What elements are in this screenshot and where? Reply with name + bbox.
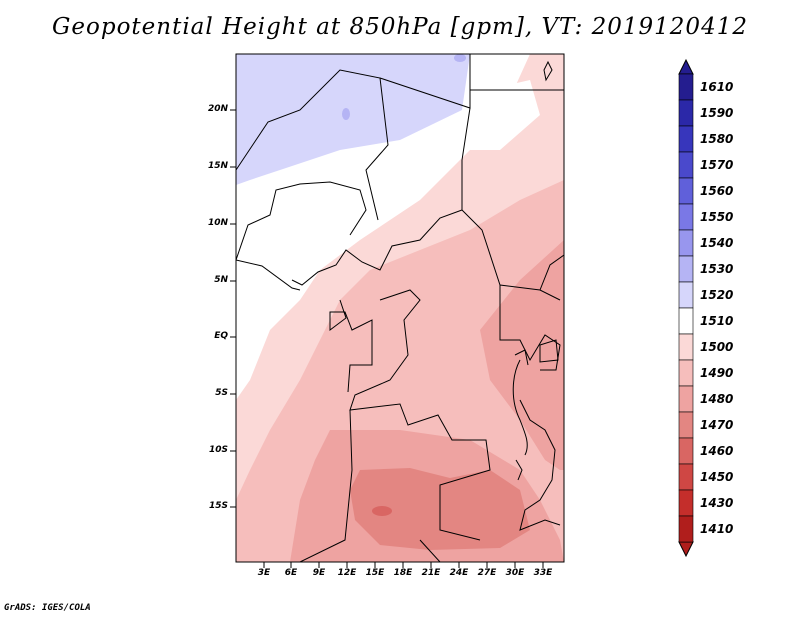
colorbar-cell <box>678 515 694 543</box>
colorbar <box>678 58 694 558</box>
grads-credit: GrADS: IGES/COLA <box>4 603 91 613</box>
lat-tick-label: 15N <box>207 161 228 171</box>
country-borders <box>236 54 564 562</box>
map-frame <box>235 53 565 563</box>
lon-tick-label: 30E <box>505 568 525 578</box>
lon-tick-label: 6E <box>284 568 298 578</box>
colorbar-label: 1470 <box>700 418 734 432</box>
colorbar-label: 1410 <box>700 522 734 536</box>
colorbar-label: 1430 <box>700 496 734 510</box>
lon-tick-label: 24E <box>449 568 469 578</box>
colorbar-cell <box>678 307 694 335</box>
lon-tick-label: 18E <box>393 568 413 578</box>
lon-tick-label: 12E <box>337 568 357 578</box>
colorbar-cell <box>678 437 694 465</box>
lon-tick-label: 27E <box>477 568 497 578</box>
map-plot-area <box>236 54 564 562</box>
shade-1480 <box>480 240 564 470</box>
colorbar-label: 1480 <box>700 392 734 406</box>
lon-tick-label: 3E <box>257 568 271 578</box>
colorbar-label: 1510 <box>700 314 734 328</box>
colorbar-label: 1540 <box>700 236 734 250</box>
colorbar-bottom-arrow <box>678 541 694 558</box>
colorbar-top-arrow <box>678 58 694 75</box>
colorbar-cell <box>678 385 694 413</box>
lon-tick-label: 33E <box>533 568 553 578</box>
lat-tick-label: 5S <box>215 388 228 398</box>
colorbar-label: 1520 <box>700 288 734 302</box>
colorbar-cell <box>678 151 694 179</box>
lon-tick-label: 15E <box>365 568 385 578</box>
colorbar-label: 1490 <box>700 366 734 380</box>
shade-1510-east <box>470 80 540 150</box>
colorbar-cell <box>678 359 694 387</box>
lon-tick-label: 9E <box>312 568 326 578</box>
lat-tick-label: 10N <box>207 218 228 228</box>
colorbar-label: 1450 <box>700 470 734 484</box>
colorbar-label: 1460 <box>700 444 734 458</box>
colorbar-label: 1570 <box>700 158 734 172</box>
colorbar-cell <box>678 463 694 491</box>
colorbar-cell <box>678 125 694 153</box>
lat-tick-label: 10S <box>208 445 228 455</box>
colorbar-label: 1560 <box>700 184 734 198</box>
lat-tick-label: 5N <box>214 275 228 285</box>
colorbar-cell <box>678 489 694 517</box>
colorbar-cell <box>678 203 694 231</box>
lakes <box>512 60 559 481</box>
colorbar-label: 1550 <box>700 210 734 224</box>
colorbar-cell <box>678 281 694 309</box>
colorbar-cell <box>678 177 694 205</box>
colorbar-label: 1530 <box>700 262 734 276</box>
shade-1520 <box>236 54 470 185</box>
colorbar-cell <box>678 333 694 361</box>
colorbar-cell <box>678 411 694 439</box>
map-title: Geopotential Height at 850hPa [gpm], VT:… <box>52 14 748 40</box>
shade-1530-spot <box>342 108 350 120</box>
shade-1460-spot <box>372 506 392 516</box>
lat-tick-label: EQ <box>214 331 228 341</box>
colorbar-label: 1610 <box>700 80 734 94</box>
shade-1530-spot <box>454 54 466 62</box>
colorbar-label: 1590 <box>700 106 734 120</box>
lon-tick-label: 21E <box>421 568 441 578</box>
lat-tick-label: 15S <box>208 501 228 511</box>
colorbar-label: 1500 <box>700 340 734 354</box>
lat-tick-label: 20N <box>207 104 228 114</box>
colorbar-label: 1580 <box>700 132 734 146</box>
colorbar-cell <box>678 255 694 283</box>
colorbar-cell <box>678 73 694 101</box>
colorbar-cell <box>678 99 694 127</box>
axis-tick-marks <box>230 109 544 568</box>
colorbar-cell <box>678 229 694 257</box>
